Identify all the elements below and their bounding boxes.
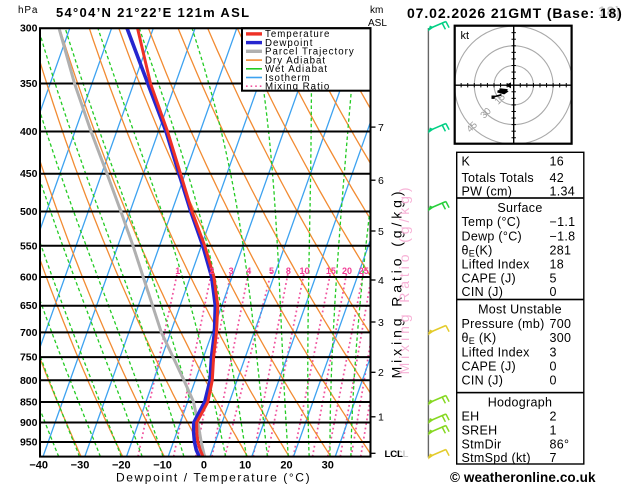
svg-text:5: 5 bbox=[550, 271, 557, 285]
svg-text:42: 42 bbox=[550, 171, 565, 185]
svg-text:Most Unstable: Most Unstable bbox=[478, 303, 562, 317]
svg-text:8: 8 bbox=[286, 266, 291, 276]
svg-text:LCL: LCL bbox=[390, 449, 409, 460]
svg-text:800: 800 bbox=[20, 375, 38, 387]
svg-text:Temp (°C): Temp (°C) bbox=[462, 215, 521, 229]
svg-text:PW (cm): PW (cm) bbox=[462, 184, 513, 198]
svg-text:20: 20 bbox=[342, 266, 352, 276]
svg-text:2: 2 bbox=[378, 367, 384, 379]
svg-text:950: 950 bbox=[20, 437, 38, 449]
svg-text:Wet Adiabat: Wet Adiabat bbox=[265, 64, 328, 75]
svg-text:450: 450 bbox=[20, 168, 38, 180]
svg-text:850: 850 bbox=[20, 397, 38, 409]
svg-text:θE (K): θE (K) bbox=[462, 331, 497, 346]
svg-text:−1.8: −1.8 bbox=[550, 230, 576, 244]
svg-text:Lifted Index: Lifted Index bbox=[462, 346, 531, 360]
svg-text:Mixing Ratio (g/kg): Mixing Ratio (g/kg) bbox=[396, 184, 412, 375]
svg-text:750: 750 bbox=[20, 352, 38, 364]
svg-text:ASL: ASL bbox=[368, 18, 387, 29]
svg-text:LCL: LCL bbox=[385, 449, 404, 460]
svg-text:CAPE (J): CAPE (J) bbox=[462, 271, 517, 285]
svg-text:Hodograph: Hodograph bbox=[488, 396, 553, 410]
svg-text:3: 3 bbox=[229, 266, 234, 276]
svg-text:−20: −20 bbox=[112, 460, 131, 472]
svg-text:1: 1 bbox=[550, 423, 557, 437]
svg-text:K: K bbox=[462, 154, 471, 168]
svg-text:16: 16 bbox=[550, 154, 565, 168]
svg-text:Parcel Trajectory: Parcel Trajectory bbox=[265, 47, 355, 58]
svg-text:500: 500 bbox=[20, 206, 38, 218]
svg-text:Lifted Index: Lifted Index bbox=[462, 257, 531, 271]
svg-text:Dewpoint: Dewpoint bbox=[265, 38, 313, 49]
svg-text:900: 900 bbox=[20, 417, 38, 429]
svg-text:700: 700 bbox=[550, 317, 572, 331]
svg-text:hPa: hPa bbox=[18, 5, 38, 16]
svg-text:5: 5 bbox=[378, 226, 384, 238]
svg-text:StmDir: StmDir bbox=[462, 437, 502, 451]
svg-text:600: 600 bbox=[20, 272, 38, 284]
svg-text:Mixing Ratio: Mixing Ratio bbox=[265, 82, 330, 93]
svg-text:Surface: Surface bbox=[497, 201, 542, 215]
svg-text:15: 15 bbox=[326, 266, 336, 276]
svg-text:Temperature: Temperature bbox=[265, 29, 330, 40]
svg-text:30: 30 bbox=[322, 460, 334, 472]
svg-text:700: 700 bbox=[20, 327, 38, 339]
svg-text:650: 650 bbox=[20, 300, 38, 312]
svg-text:281: 281 bbox=[550, 244, 572, 258]
svg-text:−40: −40 bbox=[29, 460, 48, 472]
svg-text:550: 550 bbox=[20, 240, 38, 252]
svg-text:400: 400 bbox=[20, 126, 38, 138]
svg-text:−10: −10 bbox=[153, 460, 172, 472]
svg-text:0: 0 bbox=[550, 360, 557, 374]
svg-text:2: 2 bbox=[209, 266, 214, 276]
svg-text:18): 18) bbox=[598, 3, 621, 19]
svg-text:kt: kt bbox=[461, 30, 470, 42]
svg-text:CIN (J): CIN (J) bbox=[462, 373, 504, 387]
svg-text:1.34: 1.34 bbox=[550, 184, 576, 198]
svg-text:1: 1 bbox=[175, 266, 180, 276]
svg-text:3: 3 bbox=[378, 317, 384, 329]
svg-text:θE(K): θE(K) bbox=[462, 244, 493, 259]
svg-text:CAPE (J): CAPE (J) bbox=[462, 360, 517, 374]
svg-text:07.02.2026 21GMT (Base: 18): 07.02.2026 21GMT (Base: 18) bbox=[407, 5, 623, 21]
svg-text:300: 300 bbox=[550, 331, 572, 345]
svg-text:CIN (J): CIN (J) bbox=[462, 285, 504, 299]
svg-text:1: 1 bbox=[378, 412, 384, 424]
svg-text:Dry Adiabat: Dry Adiabat bbox=[265, 55, 326, 66]
svg-text:km: km bbox=[370, 5, 383, 16]
svg-text:300: 300 bbox=[20, 23, 38, 35]
svg-text:0: 0 bbox=[550, 285, 557, 299]
svg-text:Pressure (mb): Pressure (mb) bbox=[462, 317, 545, 331]
svg-text:0: 0 bbox=[550, 373, 557, 387]
svg-text:3: 3 bbox=[550, 346, 557, 360]
svg-text:© weatheronline.co.uk: © weatheronline.co.uk bbox=[450, 470, 596, 485]
svg-text:Isotherm: Isotherm bbox=[265, 73, 311, 84]
svg-text:10: 10 bbox=[239, 460, 251, 472]
svg-text:2: 2 bbox=[550, 410, 557, 424]
svg-text:4: 4 bbox=[378, 275, 384, 287]
svg-text:54°04’N 21°22’E 121m ASL: 54°04’N 21°22’E 121m ASL bbox=[56, 5, 250, 20]
svg-text:18: 18 bbox=[550, 257, 565, 271]
svg-text:−30: −30 bbox=[71, 460, 90, 472]
svg-text:Mixing Ratio (g/kg): Mixing Ratio (g/kg) bbox=[389, 188, 405, 379]
svg-text:5: 5 bbox=[269, 266, 274, 276]
svg-text:86°: 86° bbox=[550, 437, 570, 451]
svg-text:6: 6 bbox=[378, 175, 384, 187]
svg-text:0: 0 bbox=[201, 460, 207, 472]
svg-text:EH: EH bbox=[462, 410, 480, 424]
svg-text:Dewp (°C): Dewp (°C) bbox=[462, 230, 522, 244]
svg-text:25: 25 bbox=[359, 266, 369, 276]
svg-text:350: 350 bbox=[20, 78, 38, 90]
svg-text:SREH: SREH bbox=[462, 423, 498, 437]
svg-text:Totals Totals: Totals Totals bbox=[462, 171, 534, 185]
svg-text:10: 10 bbox=[299, 266, 309, 276]
svg-text:4: 4 bbox=[246, 266, 251, 276]
svg-text:−1.1: −1.1 bbox=[550, 215, 576, 229]
svg-text:7: 7 bbox=[378, 122, 384, 134]
svg-text:20: 20 bbox=[280, 460, 292, 472]
svg-text:Dewpoint / Temperature (°C): Dewpoint / Temperature (°C) bbox=[116, 471, 311, 485]
svg-text:StmSpd (kt): StmSpd (kt) bbox=[462, 451, 531, 465]
svg-text:7: 7 bbox=[550, 451, 557, 465]
